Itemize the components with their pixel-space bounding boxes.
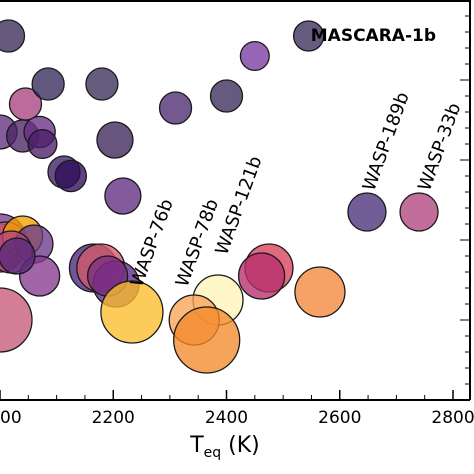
data-point-25 <box>100 280 164 344</box>
data-point-18 <box>85 67 119 101</box>
data-point-17 <box>54 159 88 193</box>
data-point-33 <box>237 252 286 300</box>
data-point-8 <box>0 237 36 275</box>
annotation-mascara-1b: MASCARA-1b <box>311 26 436 46</box>
data-point-26 <box>158 91 193 125</box>
x-tick-label-2000: 2000 <box>0 408 22 428</box>
data-point-37 <box>399 192 439 232</box>
x-tick-label-2200: 2200 <box>92 408 135 428</box>
x-tick-label-2400: 2400 <box>205 408 248 428</box>
data-point-31 <box>173 306 241 374</box>
data-point-19 <box>96 121 134 159</box>
data-point-9 <box>0 19 26 53</box>
data-point-20 <box>104 177 142 215</box>
data-point-15 <box>31 67 65 101</box>
data-point-27 <box>209 79 244 113</box>
data-point-12 <box>8 87 43 121</box>
data-point-36 <box>347 192 387 232</box>
annotation-wasp-33b: WASP-33b <box>414 100 465 193</box>
axes-layer: 2000 2200 2400 2600 2800 <box>0 0 474 428</box>
points-layer <box>0 19 439 374</box>
annotation-wasp-189b: WASP-189b <box>359 89 414 193</box>
data-point-14 <box>27 128 58 160</box>
data-point-35 <box>292 20 325 52</box>
x-axis-label: Teq (K) <box>189 433 260 461</box>
x-tick-label-2600: 2600 <box>318 408 361 428</box>
data-point-34 <box>294 266 346 318</box>
x-tick-label-2800: 2800 <box>431 408 474 428</box>
x-axis-label-subscript: eq <box>204 445 222 461</box>
data-point-0 <box>0 287 33 353</box>
x-axis-label-unit: (K) <box>221 433 260 458</box>
data-point-28 <box>239 40 270 72</box>
